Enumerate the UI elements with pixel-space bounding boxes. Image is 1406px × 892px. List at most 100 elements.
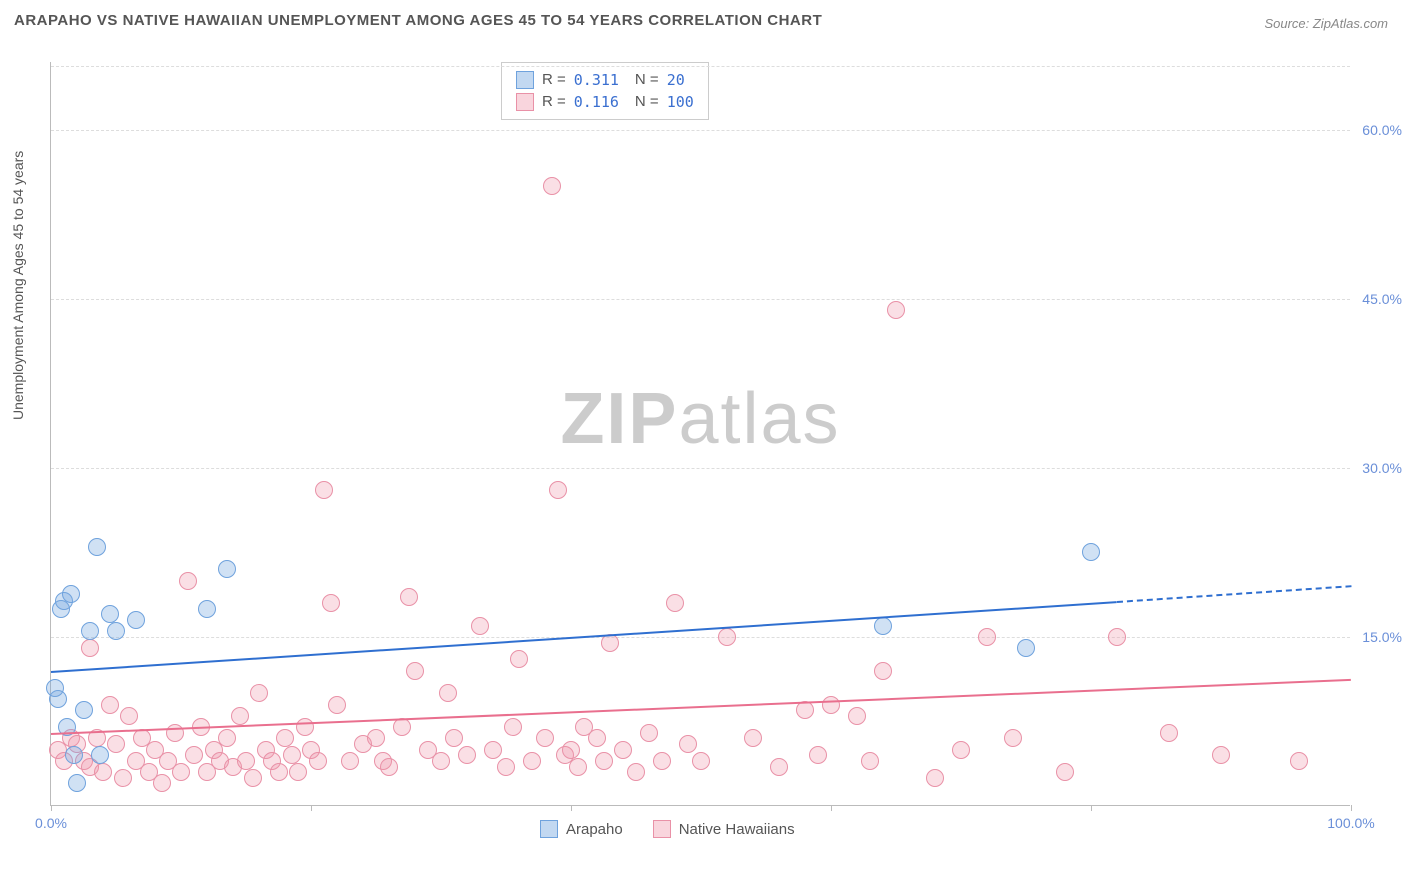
data-point — [81, 639, 99, 657]
x-tick — [1351, 805, 1352, 811]
data-point — [94, 763, 112, 781]
legend-swatch — [516, 71, 534, 89]
data-point — [536, 729, 554, 747]
data-point — [458, 746, 476, 764]
legend-row: R =0.311N = 20 — [516, 69, 694, 91]
data-point — [185, 746, 203, 764]
data-point — [627, 763, 645, 781]
data-point — [679, 735, 697, 753]
data-point — [88, 538, 106, 556]
data-point — [101, 605, 119, 623]
data-point — [497, 758, 515, 776]
plot-area: ZIPatlas R =0.311N = 20R =0.116N =100 15… — [50, 62, 1350, 806]
y-tick-label: 30.0% — [1362, 460, 1402, 476]
legend-swatch — [653, 820, 671, 838]
gridline — [51, 66, 1350, 67]
legend-swatch — [516, 93, 534, 111]
data-point — [848, 707, 866, 725]
legend-label: Native Hawaiians — [679, 821, 795, 838]
data-point — [309, 752, 327, 770]
data-point — [270, 763, 288, 781]
trend-line — [1117, 585, 1351, 603]
gridline — [51, 299, 1350, 300]
legend-n-value: 20 — [667, 69, 685, 91]
legend-label: Arapaho — [566, 821, 623, 838]
data-point — [692, 752, 710, 770]
data-point — [666, 594, 684, 612]
data-point — [244, 769, 262, 787]
legend-r-value: 0.116 — [574, 91, 619, 113]
data-point — [653, 752, 671, 770]
data-point — [328, 696, 346, 714]
gridline — [51, 637, 1350, 638]
data-point — [166, 724, 184, 742]
data-point — [614, 741, 632, 759]
correlation-legend: R =0.311N = 20R =0.116N =100 — [501, 62, 709, 120]
data-point — [107, 735, 125, 753]
data-point — [179, 572, 197, 590]
data-point — [770, 758, 788, 776]
gridline — [51, 130, 1350, 131]
trend-line — [51, 679, 1351, 735]
data-point — [1017, 639, 1035, 657]
data-point — [874, 617, 892, 635]
data-point — [101, 696, 119, 714]
data-point — [322, 594, 340, 612]
legend-n-value: 100 — [667, 91, 694, 113]
data-point — [1004, 729, 1022, 747]
data-point — [341, 752, 359, 770]
data-point — [978, 628, 996, 646]
data-point — [289, 763, 307, 781]
data-point — [510, 650, 528, 668]
data-point — [484, 741, 502, 759]
data-point — [1212, 746, 1230, 764]
data-point — [822, 696, 840, 714]
x-tick-label: 0.0% — [35, 815, 67, 831]
data-point — [471, 617, 489, 635]
data-point — [296, 718, 314, 736]
legend-row: R =0.116N =100 — [516, 91, 694, 113]
data-point — [65, 746, 83, 764]
data-point — [218, 729, 236, 747]
data-point — [283, 746, 301, 764]
data-point — [153, 774, 171, 792]
data-point — [504, 718, 522, 736]
x-tick — [831, 805, 832, 811]
y-tick-label: 45.0% — [1362, 291, 1402, 307]
legend-r-label: R = — [542, 91, 566, 113]
legend-item: Arapaho — [540, 820, 623, 838]
data-point — [926, 769, 944, 787]
data-point — [120, 707, 138, 725]
data-point — [718, 628, 736, 646]
x-tick — [51, 805, 52, 811]
x-tick-label: 100.0% — [1327, 815, 1374, 831]
data-point — [237, 752, 255, 770]
data-point — [250, 684, 268, 702]
data-point — [198, 600, 216, 618]
data-point — [1290, 752, 1308, 770]
x-tick — [311, 805, 312, 811]
data-point — [68, 774, 86, 792]
chart-title: ARAPAHO VS NATIVE HAWAIIAN UNEMPLOYMENT … — [14, 12, 822, 29]
legend-swatch — [540, 820, 558, 838]
y-axis-label: Unemployment Among Ages 45 to 54 years — [10, 151, 26, 420]
data-point — [400, 588, 418, 606]
legend-item: Native Hawaiians — [653, 820, 795, 838]
data-point — [1056, 763, 1074, 781]
legend-r-value: 0.311 — [574, 69, 619, 91]
x-tick — [571, 805, 572, 811]
data-point — [439, 684, 457, 702]
data-point — [1108, 628, 1126, 646]
data-point — [231, 707, 249, 725]
data-point — [172, 763, 190, 781]
data-point — [562, 741, 580, 759]
data-point — [393, 718, 411, 736]
data-point — [809, 746, 827, 764]
data-point — [588, 729, 606, 747]
data-point — [107, 622, 125, 640]
source-label: Source: ZipAtlas.com — [1264, 16, 1388, 31]
data-point — [46, 679, 64, 697]
data-point — [380, 758, 398, 776]
data-point — [543, 177, 561, 195]
data-point — [276, 729, 294, 747]
